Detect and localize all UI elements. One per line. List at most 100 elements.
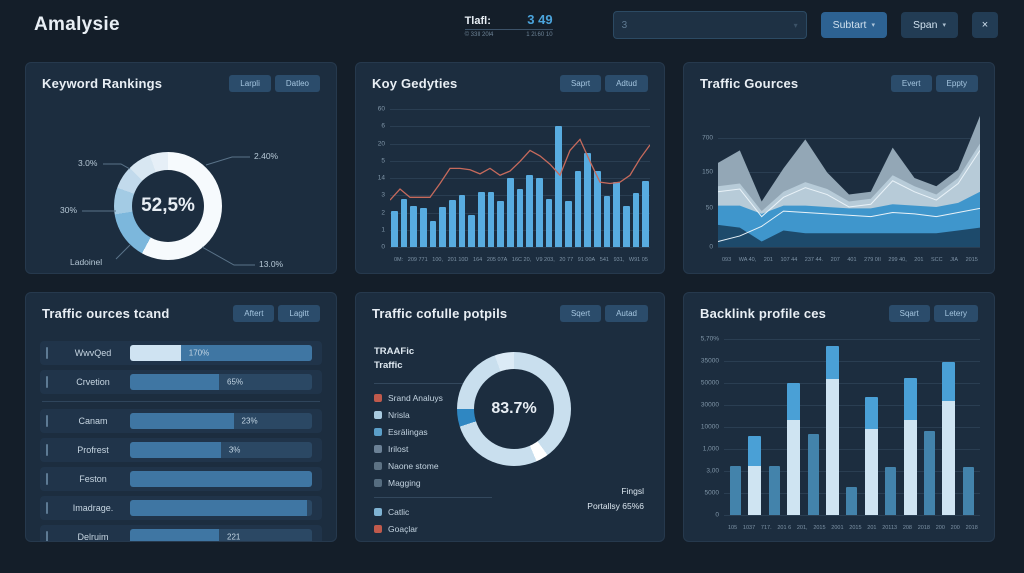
- x-tick: 100,: [432, 257, 443, 263]
- hbar-track: 221: [130, 529, 312, 541]
- y-tick: 60: [377, 105, 385, 113]
- gridline: [724, 427, 980, 428]
- x-tick: 717.: [760, 525, 772, 531]
- panel-action-button[interactable]: Lagitt: [278, 305, 320, 322]
- row-tick-icon: [46, 376, 48, 388]
- stat-value: 3 49: [527, 12, 553, 27]
- x-tick: 20113: [882, 525, 898, 531]
- bar: [516, 189, 524, 247]
- x-tick: 105: [728, 525, 738, 531]
- x-tick: 201,: [796, 525, 808, 531]
- bar: [429, 220, 437, 247]
- y-tick: 30000: [700, 401, 719, 409]
- callout-label: Ladoinel: [70, 257, 103, 267]
- legend-title: TRAAFic: [374, 346, 415, 357]
- gridline: [390, 178, 650, 179]
- legend-label: Naone stome: [388, 460, 439, 471]
- hbar-label: Profrest: [77, 445, 109, 455]
- panel-action-button[interactable]: Evert: [890, 75, 932, 92]
- x-tick: 201: [914, 257, 924, 263]
- traffic-cofulle-chart: TRAAFic Traffic Srand Analuys Nrisla Esräl…: [356, 331, 664, 541]
- hbar-list: WwvQed 170% Crvetion 65% Canam 23% Profrest 3% F…: [40, 341, 322, 541]
- panel-action-button[interactable]: Letery: [933, 305, 978, 322]
- panel-action-button[interactable]: Aftert: [233, 305, 275, 322]
- hbar-row: Profrest 3%: [40, 438, 322, 462]
- y-axis: 60 6 20 5 14 3 2 1 0: [368, 105, 390, 251]
- panel-action-button[interactable]: Larpli: [229, 75, 271, 92]
- subtart-button[interactable]: Subtart ▾: [820, 12, 887, 38]
- hbar-value: 170%: [188, 348, 210, 358]
- close-button[interactable]: ×: [972, 12, 998, 38]
- row-tick-icon: [46, 473, 48, 485]
- donut-center-value: 83.7%: [491, 400, 537, 417]
- legend-swatch-icon: [374, 410, 382, 419]
- x-tick: 201: [867, 525, 877, 531]
- panel-keyword-rankings: Keyword Rankings Larpli Datleo 52,5%: [25, 62, 337, 274]
- hbar-track: 170%: [130, 345, 312, 361]
- panel-action-button[interactable]: Datleo: [274, 75, 320, 92]
- hbar-track: 3%: [130, 442, 312, 458]
- panel-action-button[interactable]: Sqart: [888, 305, 930, 322]
- span-button-label: Span: [912, 19, 938, 31]
- bar-series: [724, 339, 980, 515]
- panel-title: Traffic ources tcand: [42, 306, 170, 321]
- bar-segment-top: [748, 435, 762, 466]
- legend-swatch-icon: [374, 507, 382, 516]
- bar-segment-top: [864, 397, 878, 429]
- hbar-value: 65%: [227, 377, 244, 387]
- x-tick: 107 44: [780, 257, 798, 263]
- bar-segment-bottom: [942, 400, 956, 515]
- y-tick: 3: [381, 191, 385, 199]
- bar-group: [730, 339, 741, 515]
- bar: [768, 465, 780, 515]
- bar: [449, 200, 456, 247]
- panel-action-button[interactable]: Autad: [605, 305, 648, 322]
- x-tick: 209 771: [407, 257, 428, 263]
- bar: [458, 194, 466, 247]
- y-tick: 0: [715, 511, 719, 519]
- y-tick: 1: [381, 226, 385, 234]
- span-button[interactable]: Span ▾: [900, 12, 958, 38]
- x-tick: 200: [950, 525, 960, 531]
- panel-action-button[interactable]: Adtud: [605, 75, 648, 92]
- panel-action-button[interactable]: Sqert: [559, 305, 602, 322]
- y-tick: 5000: [704, 489, 719, 497]
- gridline: [718, 137, 980, 139]
- x-axis: 0M: 209 771 100, 201 10D 164 205 07A 16C 20, V9…: [394, 257, 648, 263]
- stacked-bar: [903, 377, 917, 515]
- bar: [536, 178, 543, 247]
- header-stat: Tlafl: 3 49 © 33Il 20l4 1 2l.60 10: [464, 12, 553, 38]
- y-tick: 0: [381, 243, 385, 251]
- bar: [420, 208, 427, 247]
- x-tick: 208: [902, 525, 912, 531]
- bar: [846, 486, 858, 515]
- y-tick: 1,000: [702, 445, 719, 453]
- x-tick: 20 77: [559, 257, 574, 263]
- y-tick: 50: [705, 204, 713, 212]
- panel-action-button[interactable]: Saprt: [559, 75, 602, 92]
- bar: [487, 191, 495, 247]
- keyword-rankings-donut: 52,5%: [114, 152, 222, 260]
- bar: [507, 178, 514, 247]
- x-tick: 200: [935, 525, 945, 531]
- panel-action-button[interactable]: Eppty: [935, 75, 978, 92]
- stacked-bar: [748, 435, 762, 515]
- gridline: [390, 247, 650, 248]
- search-input[interactable]: 3 ▾: [612, 11, 807, 39]
- bar: [613, 182, 621, 247]
- donut-hole: [474, 369, 554, 449]
- x-axis: 093 WA 40, 201 107 44 237 44. 207 401 279 0II 29…: [722, 257, 978, 263]
- hbar-track: [130, 471, 312, 487]
- legend-subtitle: Traffic: [374, 360, 403, 372]
- gridline: [724, 471, 980, 472]
- legend-item: Catlic: [374, 507, 492, 517]
- y-tick: 6: [381, 122, 385, 130]
- bar: [584, 153, 592, 247]
- chart-legend: TRAAFic Traffic Srand Analuys Nrisla Esräl…: [374, 345, 492, 541]
- hbar-fill: [180, 345, 312, 361]
- bar-series: [390, 109, 650, 247]
- x-tick: 91 00A: [577, 257, 596, 263]
- legend-swatch-icon: [374, 461, 382, 470]
- hbar-fill: [130, 529, 220, 541]
- y-tick: 35000: [700, 357, 719, 365]
